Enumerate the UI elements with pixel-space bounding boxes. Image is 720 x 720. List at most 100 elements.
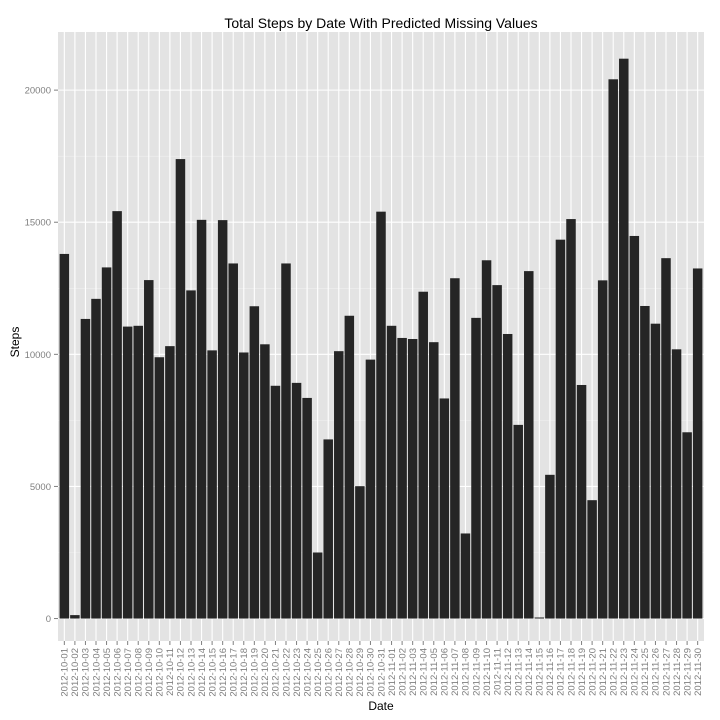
bar	[629, 235, 640, 619]
bar	[228, 263, 238, 619]
bar	[165, 346, 175, 619]
x-tick-label: 2012-11-30	[693, 648, 704, 696]
x-tick-label: 2012-11-19	[577, 648, 588, 696]
bar	[502, 333, 513, 619]
y-tick-label: 5000	[30, 482, 51, 493]
x-tick-label: 2012-11-02	[397, 648, 408, 696]
x-tick-label: 2012-10-29	[355, 648, 366, 697]
x-tick-label: 2012-10-31	[376, 648, 387, 697]
x-tick-label: 2012-11-18	[566, 648, 577, 696]
x-tick-label: 2012-11-20	[587, 648, 598, 696]
x-tick-label: 2012-11-22	[609, 648, 620, 696]
bar	[545, 474, 555, 619]
bar	[291, 382, 302, 619]
bar	[450, 278, 460, 619]
x-tick-label: 2012-10-27	[334, 648, 345, 697]
x-tick-label: 2012-10-04	[91, 648, 102, 697]
x-tick-label: 2012-10-12	[176, 648, 187, 697]
y-axis-label: Steps	[8, 327, 22, 358]
x-tick-label: 2012-11-01	[387, 648, 398, 696]
x-tick-label: 2012-11-07	[450, 648, 461, 696]
bar	[239, 352, 249, 619]
x-tick-label: 2012-11-06	[440, 648, 451, 696]
y-tick-label: 0	[46, 614, 51, 625]
x-tick-label: 2012-11-21	[598, 648, 609, 696]
bar	[460, 533, 471, 619]
bar	[682, 432, 692, 619]
x-axis-label: Date	[368, 699, 394, 713]
bar	[144, 280, 154, 619]
x-tick-label: 2012-10-25	[313, 648, 324, 697]
bar	[534, 617, 545, 619]
bar	[186, 290, 196, 619]
bar	[640, 305, 650, 619]
x-tick-label: 2012-11-11	[492, 648, 503, 695]
bar	[376, 211, 386, 619]
bar	[692, 268, 703, 619]
x-tick-label: 2012-10-21	[271, 648, 282, 697]
x-tick-label: 2012-10-11	[165, 648, 176, 696]
y-tick-label: 20000	[25, 86, 51, 97]
x-tick-label: 2012-11-15	[535, 648, 546, 696]
bar	[70, 615, 80, 619]
bar	[524, 271, 534, 619]
bar	[112, 211, 122, 619]
bar	[650, 323, 661, 619]
x-tick-label: 2012-10-01	[60, 648, 71, 697]
x-tick-label: 2012-11-17	[556, 648, 567, 696]
x-tick-label: 2012-10-03	[81, 648, 92, 697]
x-tick-label: 2012-11-08	[461, 648, 472, 696]
x-tick-label: 2012-11-10	[482, 648, 493, 696]
x-tick-label: 2012-10-07	[123, 648, 134, 697]
x-tick-label: 2012-11-16	[545, 648, 556, 696]
bar	[249, 306, 260, 619]
x-tick-label: 2012-10-23	[292, 648, 303, 697]
bar	[101, 267, 112, 619]
x-tick-label: 2012-11-14	[524, 648, 535, 696]
bar	[175, 159, 186, 619]
x-tick-label: 2012-11-04	[419, 648, 430, 696]
y-axis: 0 5000 10000 15000 20000	[25, 86, 58, 625]
x-tick-label: 2012-11-23	[619, 648, 630, 696]
bar	[281, 263, 291, 619]
bar	[386, 325, 397, 619]
x-tick-label: 2012-10-30	[366, 648, 377, 697]
bar	[576, 384, 587, 619]
bar	[260, 344, 270, 619]
bar	[407, 339, 418, 619]
x-tick-label: 2012-10-06	[112, 648, 123, 697]
bar	[196, 219, 207, 619]
bar	[513, 424, 523, 619]
bar	[344, 315, 355, 619]
bar	[587, 500, 597, 619]
bar	[302, 397, 312, 619]
x-tick-label: 2012-11-29	[682, 648, 693, 696]
x-tick-label: 2012-11-27	[661, 648, 672, 696]
bar	[323, 439, 333, 619]
bar	[122, 326, 133, 619]
bars-group	[59, 58, 703, 619]
x-tick-label: 2012-10-15	[207, 648, 218, 697]
bar	[471, 317, 481, 619]
bar	[207, 350, 217, 619]
y-tick-label: 15000	[25, 218, 51, 229]
x-tick-label: 2012-10-10	[155, 648, 166, 697]
x-tick-label: 2012-11-09	[471, 648, 482, 696]
bar	[334, 351, 344, 619]
bar	[217, 220, 228, 619]
x-tick-label: 2012-10-09	[144, 648, 155, 697]
bar	[80, 318, 91, 619]
bar	[429, 342, 439, 619]
bar	[492, 285, 502, 619]
x-tick-label: 2012-10-18	[239, 648, 250, 697]
x-axis: 2012-10-01 2012-10-02 2012-10-03 2012-10-04…	[60, 641, 704, 697]
bar	[91, 298, 101, 619]
x-tick-label: 2012-11-13	[514, 648, 525, 696]
bar	[270, 385, 281, 619]
bar	[619, 58, 629, 619]
bar	[355, 486, 365, 619]
x-tick-label: 2012-11-05	[429, 648, 440, 696]
x-tick-label: 2012-11-12	[503, 648, 514, 696]
